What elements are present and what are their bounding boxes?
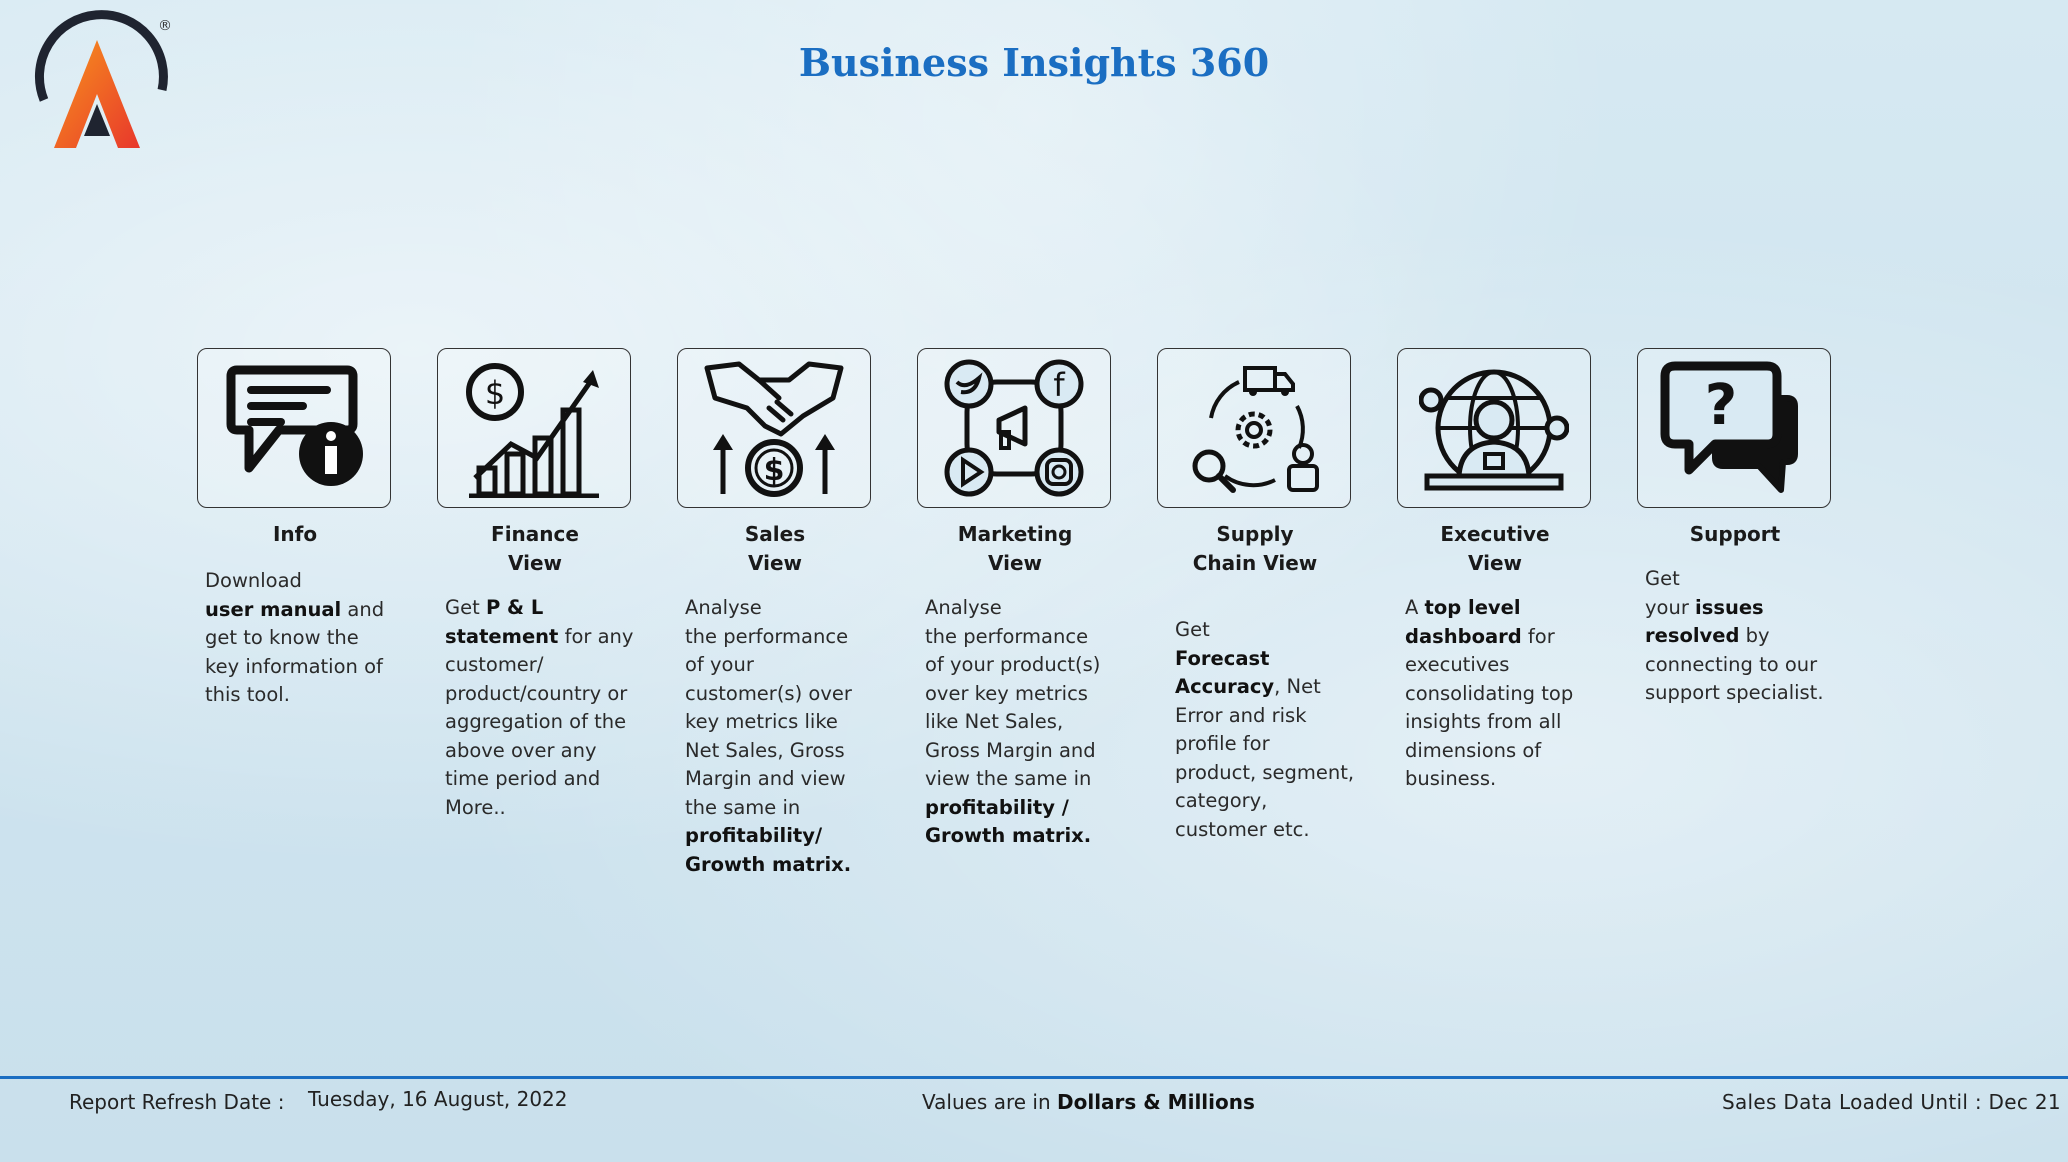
card-description: Download user manual and get to know the … (205, 567, 393, 710)
card-icon-box[interactable]: f (917, 348, 1111, 508)
refresh-date: Tuesday, 16 August, 2022 (308, 1087, 568, 1111)
values-note: Values are in Dollars & Millions (922, 1090, 1255, 1114)
description-text: the performance of your customer(s) over… (685, 624, 852, 819)
description-emphasis: user manual (205, 597, 342, 621)
company-logo: ® (34, 10, 172, 148)
chat-info-icon (226, 365, 363, 486)
card-title: Sales View (744, 522, 806, 575)
card-supply-chain[interactable]: Supply Chain View Get Forecast Accuracy, … (1157, 348, 1355, 844)
card-icon-box[interactable]: $ (437, 348, 631, 508)
card-icon-box[interactable]: $ (677, 348, 871, 508)
card-description: Get P & L statement for any customer/ pr… (445, 594, 635, 822)
registered-mark: ® (158, 18, 172, 34)
sales-loaded-until: Sales Data Loaded Until : Dec 21 (1722, 1090, 2061, 1114)
description-text: and get to know the key information of t… (205, 597, 385, 707)
social-media-icon: f (944, 359, 1084, 497)
card-icon-box[interactable]: ? (1637, 348, 1831, 508)
description-text: for executives consolidating top insight… (1405, 624, 1574, 791)
description-text: Download (205, 569, 302, 592)
description-text: Analyse (925, 596, 1002, 619)
description-text: for any customer/ product/country or agg… (445, 624, 634, 819)
card-sales[interactable]: $ Sales View Analyse the performance of y… (677, 348, 873, 879)
page-title: Business Insights 360 (798, 40, 1270, 85)
refresh-label: Report Refresh Date : (69, 1090, 285, 1114)
description-emphasis: profitability/ Growth matrix. (685, 824, 852, 876)
card-title: Supply Chain View (1192, 522, 1318, 575)
description-emphasis: Forecast Accuracy (1175, 646, 1275, 699)
card-description: A top level dashboard for executives con… (1405, 594, 1585, 794)
card-finance[interactable]: $ Finance View Get P & L statement for a… (437, 348, 633, 822)
card-description: Analyse the performance of your customer(… (685, 594, 863, 879)
description-emphasis: issues resolved (1645, 595, 1764, 648)
executive-globe-icon (1419, 369, 1569, 491)
values-prefix: Values are in (922, 1090, 1057, 1114)
card-icon-box[interactable] (197, 348, 391, 508)
description-text: Get (445, 596, 486, 619)
values-units: Dollars & Millions (1057, 1090, 1255, 1114)
svg-text:f: f (1053, 366, 1065, 404)
card-title: Finance View (491, 522, 579, 575)
description-emphasis: profitability / Growth matrix. (925, 795, 1092, 848)
description-text: by connecting to our support specialist. (1645, 624, 1824, 704)
description-emphasis: P & L statement (445, 596, 559, 648)
question-chat-icon: ? (1660, 361, 1798, 493)
description-text: A (1405, 596, 1425, 619)
card-info[interactable]: Info Download user manual and get to know… (197, 348, 393, 710)
supply-chain-icon (1192, 366, 1319, 493)
card-description: Get your issues resolved by connecting to… (1645, 565, 1827, 708)
description-text: , Net Error and risk profile for product… (1175, 675, 1355, 841)
footer-divider (0, 1076, 2068, 1079)
card-title: Info (272, 522, 318, 546)
svg-text:$: $ (764, 453, 785, 488)
card-marketing[interactable]: f Marketing View Analyse the performance … (917, 348, 1113, 851)
card-support[interactable]: ? Support Get your issues resolved by con… (1637, 348, 1833, 708)
svg-text:?: ? (1705, 373, 1737, 438)
description-text: Get (1645, 567, 1680, 590)
card-title: Executive View (1440, 522, 1550, 575)
description-text: Analyse (685, 596, 762, 619)
finance-growth-icon: $ (466, 363, 599, 498)
card-title: Support (1689, 522, 1781, 546)
card-icon-box[interactable] (1157, 348, 1351, 508)
card-icon-box[interactable] (1397, 348, 1591, 508)
description-text: Get (1175, 618, 1210, 641)
card-description: Get Forecast Accuracy, Net Error and risk… (1175, 616, 1355, 844)
card-executive[interactable]: Executive View A top level dashboard for… (1397, 348, 1593, 794)
svg-text:$: $ (485, 374, 505, 412)
card-title: Marketing View (957, 522, 1073, 575)
description-emphasis: top level dashboard (1405, 596, 1522, 648)
description-text: the performance of your product(s) over … (925, 624, 1101, 791)
card-description: Analyse the performance of your product(s… (925, 594, 1103, 851)
description-text: your (1645, 595, 1696, 619)
handshake-dollar-icon: $ (704, 361, 844, 497)
